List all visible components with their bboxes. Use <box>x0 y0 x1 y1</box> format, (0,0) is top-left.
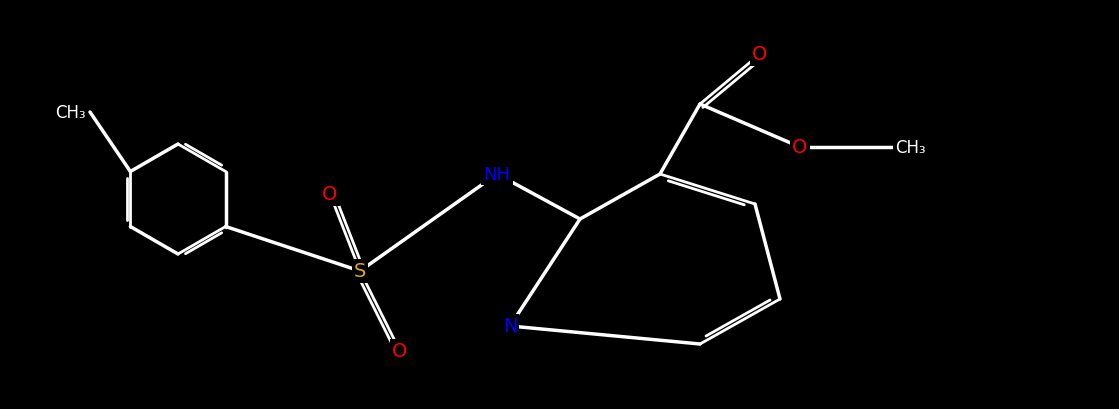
Text: O: O <box>792 138 808 157</box>
Text: CH₃: CH₃ <box>895 139 925 157</box>
Text: NH: NH <box>483 166 510 184</box>
Text: N: N <box>502 317 517 336</box>
Text: O: O <box>322 185 338 204</box>
Text: O: O <box>393 342 407 361</box>
Text: O: O <box>752 45 768 64</box>
Text: CH₃: CH₃ <box>55 104 85 122</box>
Text: S: S <box>354 262 366 281</box>
